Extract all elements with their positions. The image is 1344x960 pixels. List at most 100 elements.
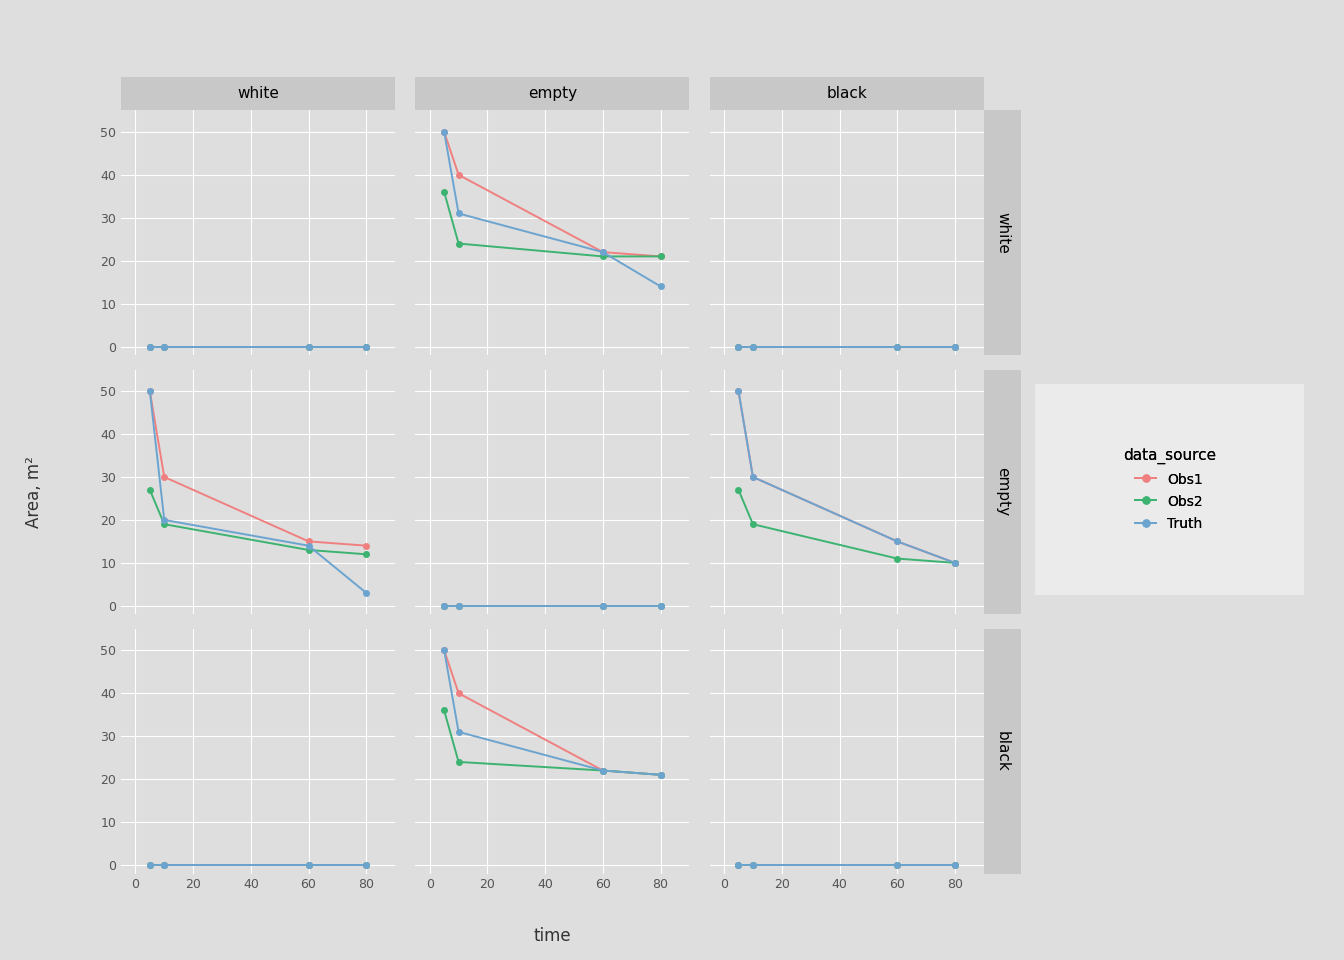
Obs2 — [595, 251, 612, 262]
Text: empty: empty — [528, 86, 577, 101]
Obs2 — [948, 557, 964, 568]
Obs2 — [450, 756, 466, 768]
Truth — [156, 515, 172, 526]
Obs1 — [595, 765, 612, 777]
Truth — [301, 859, 317, 871]
Obs2 — [141, 484, 157, 495]
Obs1 — [156, 471, 172, 483]
Obs2 — [890, 553, 906, 564]
Line: Obs2: Obs2 — [146, 344, 370, 349]
Obs2 — [141, 341, 157, 352]
Truth — [890, 859, 906, 871]
Line: Obs1: Obs1 — [735, 344, 958, 349]
Obs1 — [948, 859, 964, 871]
Obs2 — [730, 484, 746, 495]
Obs2 — [948, 859, 964, 871]
Truth — [156, 341, 172, 352]
Obs2 — [890, 859, 906, 871]
Obs1 — [359, 859, 375, 871]
Obs1 — [359, 540, 375, 551]
Obs1 — [730, 859, 746, 871]
Text: empty: empty — [995, 468, 1011, 516]
Obs2 — [156, 518, 172, 530]
Obs1 — [653, 251, 669, 262]
Line: Truth: Truth — [146, 388, 370, 596]
Obs2 — [156, 341, 172, 352]
Truth — [730, 859, 746, 871]
Obs1 — [890, 536, 906, 547]
Obs2 — [301, 341, 317, 352]
Truth — [595, 765, 612, 777]
Obs2 — [745, 859, 761, 871]
Line: Obs2: Obs2 — [441, 603, 664, 609]
Truth — [141, 385, 157, 396]
Text: white: white — [237, 86, 280, 101]
Obs2 — [745, 518, 761, 530]
Truth — [730, 385, 746, 396]
Line: Truth: Truth — [735, 344, 958, 349]
Truth — [450, 726, 466, 737]
Line: Truth: Truth — [735, 862, 958, 868]
Obs1 — [359, 341, 375, 352]
Obs1 — [301, 859, 317, 871]
Obs1 — [745, 471, 761, 483]
Obs2 — [301, 544, 317, 556]
Obs1 — [890, 341, 906, 352]
Obs1 — [948, 557, 964, 568]
Obs1 — [890, 859, 906, 871]
Obs2 — [948, 341, 964, 352]
Obs2 — [653, 251, 669, 262]
Text: Area, m²: Area, m² — [24, 456, 43, 528]
Obs1 — [141, 341, 157, 352]
Line: Obs2: Obs2 — [146, 487, 370, 557]
Obs2 — [435, 186, 452, 198]
Obs1 — [301, 536, 317, 547]
Truth — [359, 859, 375, 871]
Line: Obs1: Obs1 — [146, 388, 370, 548]
Line: Obs1: Obs1 — [441, 603, 664, 609]
Obs1 — [745, 859, 761, 871]
Line: Obs2: Obs2 — [735, 344, 958, 349]
Obs1 — [435, 644, 452, 656]
Obs2 — [730, 859, 746, 871]
Truth — [450, 600, 466, 612]
Obs2 — [435, 705, 452, 716]
Obs1 — [595, 247, 612, 258]
Line: Truth: Truth — [735, 388, 958, 565]
Obs1 — [156, 341, 172, 352]
Truth — [653, 600, 669, 612]
Truth — [141, 341, 157, 352]
Line: Obs1: Obs1 — [146, 344, 370, 349]
Truth — [301, 341, 317, 352]
Line: Obs1: Obs1 — [441, 129, 664, 259]
Obs2 — [301, 859, 317, 871]
Line: Obs2: Obs2 — [441, 708, 664, 778]
Truth — [745, 471, 761, 483]
Truth — [595, 600, 612, 612]
Obs1 — [156, 859, 172, 871]
Obs2 — [450, 600, 466, 612]
Line: Obs1: Obs1 — [441, 647, 664, 778]
Text: black: black — [995, 731, 1011, 772]
Truth — [948, 557, 964, 568]
Truth — [301, 540, 317, 551]
Obs1 — [653, 600, 669, 612]
Obs1 — [450, 600, 466, 612]
Truth — [745, 859, 761, 871]
Line: Truth: Truth — [441, 603, 664, 609]
Truth — [156, 859, 172, 871]
Truth — [890, 341, 906, 352]
Truth — [450, 207, 466, 219]
Obs1 — [141, 385, 157, 396]
Obs1 — [745, 341, 761, 352]
Text: time: time — [534, 927, 571, 945]
Legend: Obs1, Obs2, Truth: Obs1, Obs2, Truth — [1111, 437, 1227, 542]
Obs2 — [653, 600, 669, 612]
Obs2 — [156, 859, 172, 871]
Obs1 — [948, 341, 964, 352]
Obs1 — [450, 169, 466, 180]
Obs1 — [595, 600, 612, 612]
Obs2 — [141, 859, 157, 871]
Line: Truth: Truth — [146, 862, 370, 868]
Obs1 — [450, 687, 466, 699]
